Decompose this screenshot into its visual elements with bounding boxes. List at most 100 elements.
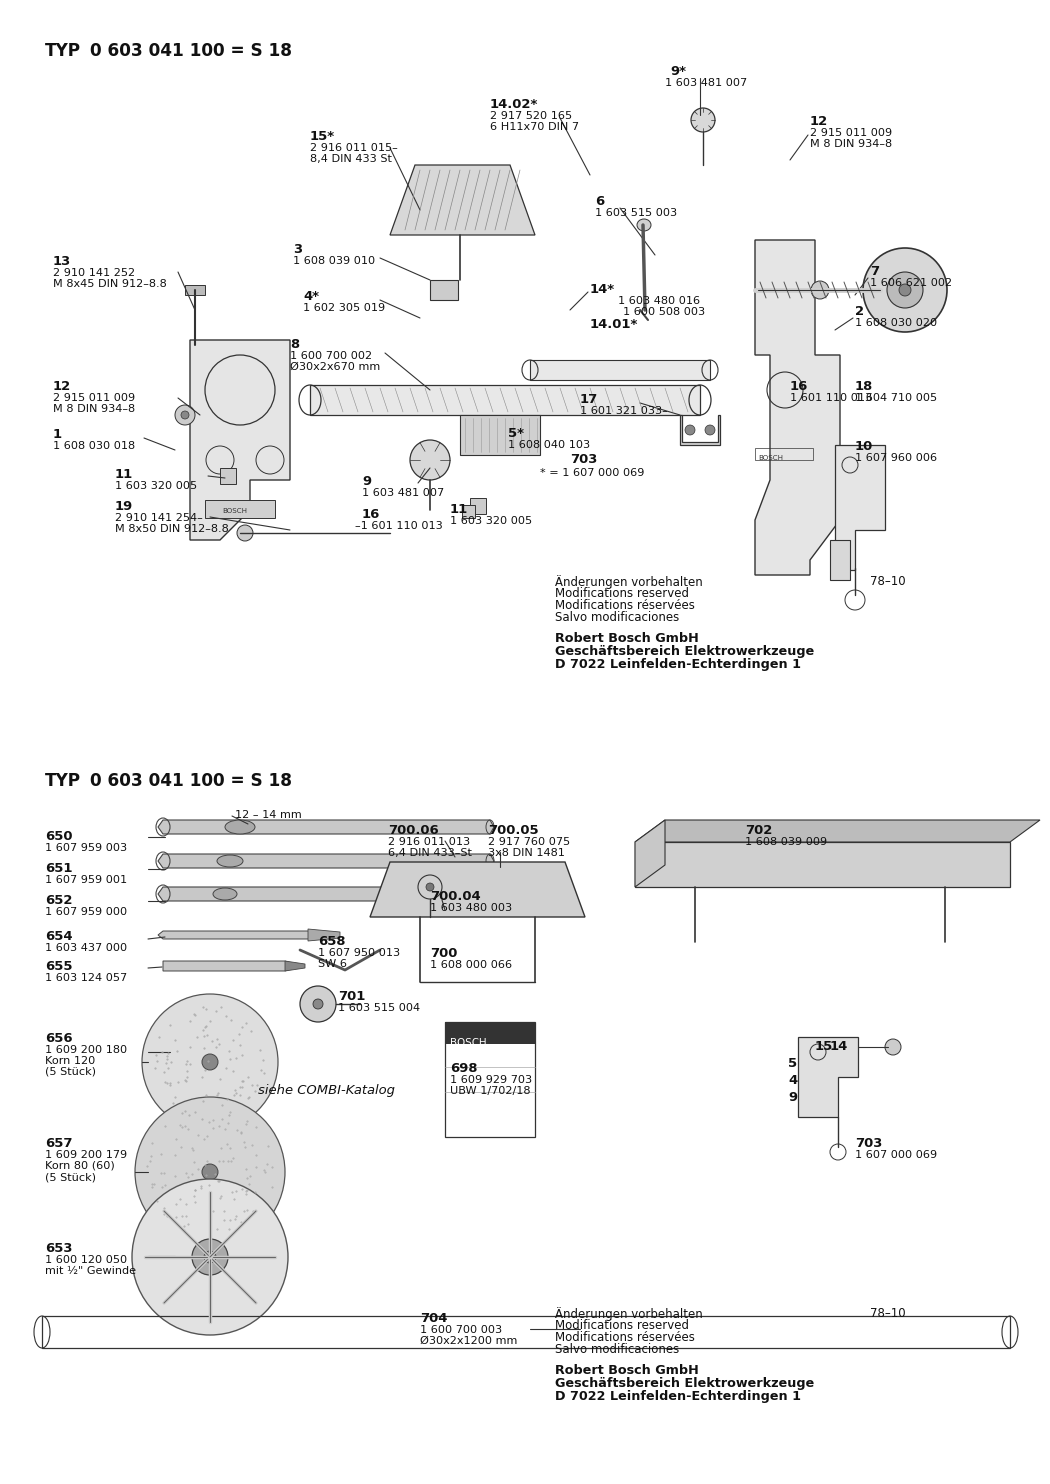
- Text: 3: 3: [293, 243, 302, 257]
- Text: Geschäftsbereich Elektrowerkzeuge: Geschäftsbereich Elektrowerkzeuge: [555, 1377, 814, 1391]
- Polygon shape: [158, 930, 315, 939]
- Text: TYP: TYP: [45, 42, 81, 59]
- Text: 1: 1: [52, 427, 62, 441]
- Text: 1 600 120 050: 1 600 120 050: [45, 1255, 127, 1264]
- Text: 703: 703: [570, 453, 597, 466]
- Text: 14.02*: 14.02*: [490, 98, 539, 111]
- Polygon shape: [158, 853, 493, 868]
- Circle shape: [181, 411, 189, 418]
- Text: 2: 2: [855, 306, 864, 318]
- Text: 6 H11x70 DIN 7: 6 H11x70 DIN 7: [490, 122, 579, 132]
- Bar: [445, 1022, 536, 1137]
- Circle shape: [691, 108, 715, 132]
- Polygon shape: [755, 240, 840, 574]
- Polygon shape: [370, 862, 585, 917]
- Polygon shape: [460, 416, 540, 456]
- Text: 1 603 124 057: 1 603 124 057: [45, 974, 127, 982]
- Text: 2 915 011 009: 2 915 011 009: [52, 393, 135, 404]
- Text: 652: 652: [45, 893, 72, 907]
- Text: mit ½" Gewinde: mit ½" Gewinde: [45, 1266, 136, 1276]
- Circle shape: [426, 883, 434, 890]
- Text: 1 601 321 033–: 1 601 321 033–: [580, 407, 668, 416]
- Text: 0 603 041 100 = S 18: 0 603 041 100 = S 18: [90, 772, 292, 789]
- Polygon shape: [310, 384, 700, 416]
- Text: 1 603 437 000: 1 603 437 000: [45, 942, 127, 953]
- Text: 701: 701: [338, 990, 365, 1003]
- Text: 1 603 320 005: 1 603 320 005: [116, 481, 197, 491]
- Text: 17: 17: [580, 393, 598, 407]
- Polygon shape: [158, 887, 464, 901]
- Bar: [462, 505, 475, 518]
- Text: 700.06: 700.06: [388, 824, 439, 837]
- Text: Ø30x2x1200 mm: Ø30x2x1200 mm: [420, 1336, 518, 1346]
- Text: 14*: 14*: [590, 283, 615, 295]
- Text: 9: 9: [788, 1091, 797, 1104]
- Text: 1 600 508 003: 1 600 508 003: [623, 307, 706, 318]
- Text: 700.05: 700.05: [488, 824, 539, 837]
- Text: 1 608 039 009: 1 608 039 009: [746, 837, 827, 847]
- Circle shape: [132, 1178, 288, 1336]
- Text: 12 – 14 mm: 12 – 14 mm: [235, 810, 301, 821]
- Text: 700: 700: [430, 947, 458, 960]
- Text: 12: 12: [810, 114, 828, 128]
- Text: –1 601 110 013: –1 601 110 013: [355, 521, 443, 531]
- Text: 1 607 959 001: 1 607 959 001: [45, 876, 127, 884]
- Text: 2 917 520 165: 2 917 520 165: [490, 111, 572, 122]
- Text: 0 603 041 100 = S 18: 0 603 041 100 = S 18: [90, 42, 292, 59]
- Circle shape: [175, 405, 195, 424]
- Text: BOSCH: BOSCH: [758, 456, 783, 462]
- Circle shape: [192, 1239, 228, 1275]
- Text: 8: 8: [290, 338, 299, 352]
- Circle shape: [863, 248, 947, 332]
- Text: 651: 651: [45, 862, 72, 876]
- Circle shape: [685, 424, 695, 435]
- Text: (5 Stück): (5 Stück): [45, 1067, 96, 1077]
- Text: 5: 5: [788, 1057, 797, 1070]
- Text: 78–10: 78–10: [870, 574, 905, 588]
- Circle shape: [142, 994, 278, 1129]
- Text: 1 602 305 019: 1 602 305 019: [303, 303, 385, 313]
- Text: Modifications reserved: Modifications reserved: [555, 1319, 689, 1333]
- Circle shape: [135, 1097, 285, 1247]
- Text: 2 917 760 075: 2 917 760 075: [488, 837, 570, 847]
- Text: 15*: 15*: [310, 131, 335, 142]
- Text: 656: 656: [45, 1031, 72, 1045]
- Text: 12: 12: [52, 380, 71, 393]
- Polygon shape: [635, 821, 1040, 841]
- Text: 654: 654: [45, 930, 72, 942]
- Text: 1 608 040 103: 1 608 040 103: [508, 439, 590, 450]
- Circle shape: [811, 280, 830, 298]
- Text: M 8 DIN 934–8: M 8 DIN 934–8: [810, 139, 892, 148]
- Text: 653: 653: [45, 1242, 72, 1255]
- Text: 702: 702: [746, 824, 773, 837]
- Text: 1 603 515 003: 1 603 515 003: [595, 208, 677, 218]
- Circle shape: [705, 424, 715, 435]
- Text: 1 607 959 000: 1 607 959 000: [45, 907, 127, 917]
- Text: 9*: 9*: [670, 65, 686, 79]
- Bar: [220, 467, 236, 484]
- Text: 1 603 480 003: 1 603 480 003: [430, 902, 512, 913]
- Text: Salvo modificaciones: Salvo modificaciones: [555, 611, 679, 623]
- Circle shape: [237, 525, 253, 542]
- Text: 1 603 480 016: 1 603 480 016: [618, 295, 700, 306]
- Text: M 8 DIN 934–8: M 8 DIN 934–8: [52, 404, 135, 414]
- Text: 650: 650: [45, 830, 72, 843]
- Text: 14: 14: [830, 1040, 848, 1054]
- Text: 18: 18: [855, 380, 874, 393]
- Ellipse shape: [637, 220, 651, 232]
- Circle shape: [887, 272, 923, 309]
- Bar: [755, 448, 813, 460]
- Text: 1 607 950 013: 1 607 950 013: [318, 948, 400, 959]
- Text: SW 6: SW 6: [318, 959, 346, 969]
- Text: BOSCH: BOSCH: [222, 508, 247, 513]
- Text: M 8x45 DIN 912–8.8: M 8x45 DIN 912–8.8: [52, 279, 167, 289]
- Text: 78–10: 78–10: [870, 1307, 905, 1319]
- Text: Modifications reserved: Modifications reserved: [555, 588, 689, 600]
- Text: 11: 11: [450, 503, 468, 516]
- Text: 1 603 481 007: 1 603 481 007: [362, 488, 444, 499]
- Polygon shape: [163, 962, 300, 971]
- Text: 15: 15: [815, 1040, 834, 1054]
- Text: 14.01*: 14.01*: [590, 318, 638, 331]
- Polygon shape: [158, 821, 493, 834]
- Text: 16: 16: [790, 380, 808, 393]
